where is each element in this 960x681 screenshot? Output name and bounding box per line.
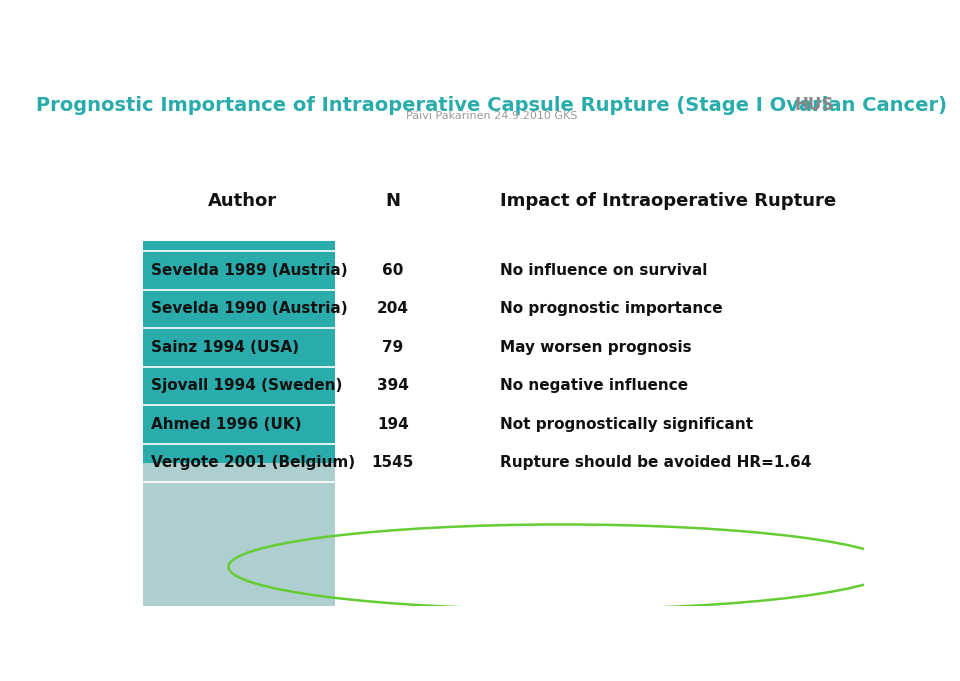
Text: Päivi Pakarinen 24.9.2010 GKS: Päivi Pakarinen 24.9.2010 GKS <box>406 111 578 121</box>
Text: Not prognostically significant: Not prognostically significant <box>500 417 753 432</box>
Text: Impact of Intraoperative Rupture: Impact of Intraoperative Rupture <box>500 192 836 210</box>
Bar <box>143 241 335 463</box>
Text: Author: Author <box>208 192 277 210</box>
Text: May worsen prognosis: May worsen prognosis <box>500 340 691 355</box>
Text: 60: 60 <box>382 263 403 278</box>
Text: Sevelda 1990 (Austria): Sevelda 1990 (Austria) <box>151 302 348 317</box>
Text: 194: 194 <box>377 417 409 432</box>
Text: Vergote 2001 (Belgium): Vergote 2001 (Belgium) <box>151 456 355 471</box>
Text: No prognostic importance: No prognostic importance <box>500 302 722 317</box>
Text: Prognostic Importance of Intraoperative Capsule Rupture (Stage I Ovarian Cancer): Prognostic Importance of Intraoperative … <box>36 95 948 114</box>
Text: N: N <box>385 192 400 210</box>
Text: 79: 79 <box>382 340 403 355</box>
Text: Sjovall 1994 (Sweden): Sjovall 1994 (Sweden) <box>151 379 343 394</box>
Text: 1545: 1545 <box>372 456 414 471</box>
Text: HUS: HUS <box>794 95 833 114</box>
Bar <box>143 463 335 606</box>
Text: 394: 394 <box>377 379 409 394</box>
Text: Rupture should be avoided HR=1.64: Rupture should be avoided HR=1.64 <box>500 456 811 471</box>
Text: Sevelda 1989 (Austria): Sevelda 1989 (Austria) <box>151 263 348 278</box>
Text: Sainz 1994 (USA): Sainz 1994 (USA) <box>151 340 299 355</box>
Text: No influence on survival: No influence on survival <box>500 263 708 278</box>
Text: No negative influence: No negative influence <box>500 379 688 394</box>
Text: Ahmed 1996 (UK): Ahmed 1996 (UK) <box>151 417 301 432</box>
Text: 204: 204 <box>376 302 409 317</box>
